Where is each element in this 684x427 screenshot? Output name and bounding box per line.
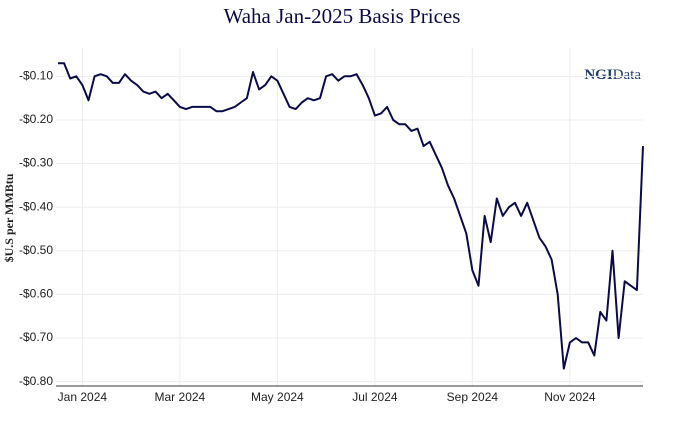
price-line (58, 62, 644, 370)
chart-title: Waha Jan-2025 Basis Prices (224, 4, 461, 28)
y-tick-label: -$0.30 (19, 156, 53, 170)
y-axis-label: $U.S per MMBtu (2, 173, 16, 262)
y-tick-label: -$0.40 (19, 199, 53, 213)
x-tick-label: Sep 2024 (447, 390, 499, 404)
y-tick-label: -$0.80 (19, 374, 53, 388)
y-tick-label: -$0.60 (19, 287, 53, 301)
logo-rest: Data (613, 67, 642, 83)
y-tick-label: -$0.20 (19, 112, 53, 126)
x-tick-label: May 2024 (251, 390, 304, 404)
logo: NGIData (584, 67, 641, 83)
y-tick-label: -$0.70 (19, 330, 53, 344)
x-tick-label: Nov 2024 (544, 390, 596, 404)
logo-bold: NGI (584, 67, 613, 83)
y-tick-label: -$0.50 (19, 243, 53, 257)
x-tick-label: Jan 2024 (58, 390, 108, 404)
x-tick-label: Jul 2024 (352, 390, 398, 404)
x-tick-label: Mar 2024 (155, 390, 206, 404)
y-tick-label: -$0.10 (19, 69, 53, 83)
